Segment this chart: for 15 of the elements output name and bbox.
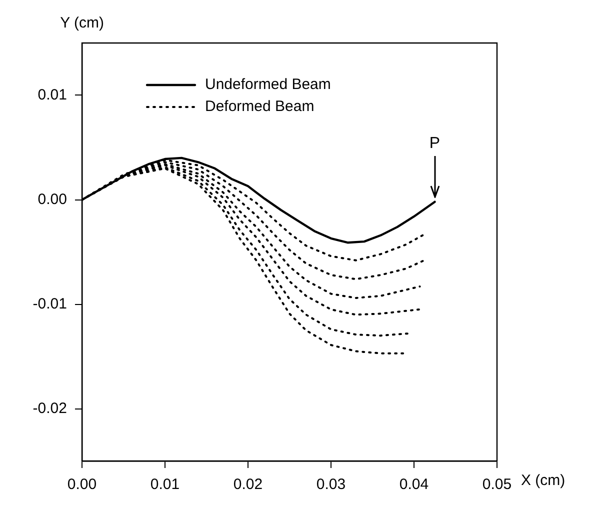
x-tick-label: 0.00: [67, 476, 97, 494]
y-tick-label: 0.01: [38, 86, 67, 104]
x-tick-label: 0.01: [150, 476, 180, 494]
legend-label: Undeformed Beam: [205, 76, 331, 94]
x-tick-label: 0.03: [316, 476, 346, 494]
y-tick-label: -0.01: [32, 295, 67, 312]
y-tick-label: -0.02: [32, 400, 67, 417]
y-axis-title: Y (cm): [60, 14, 104, 32]
x-tick-label: 0.05: [482, 476, 512, 494]
x-tick-label: 0.04: [399, 476, 429, 494]
y-tick-label: 0.00: [38, 190, 67, 208]
x-tick-label: 0.02: [233, 476, 263, 494]
legend-label: Deformed Beam: [205, 98, 314, 116]
x-axis-title: X (cm): [521, 472, 566, 490]
annotation: P: [429, 135, 440, 152]
